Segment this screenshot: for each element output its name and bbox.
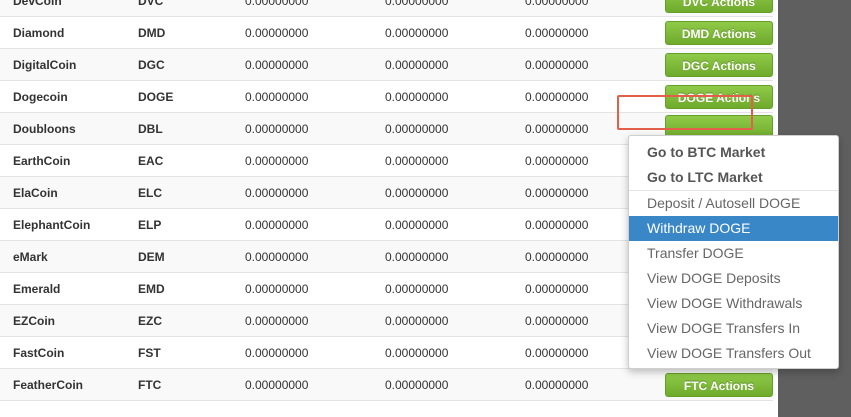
menu-item[interactable]: View DOGE Transfers Out — [647, 345, 811, 361]
balance-value: 0.00000000 — [385, 304, 525, 337]
coin-name: eMark — [0, 240, 138, 273]
balance-value: 0.00000000 — [245, 240, 385, 273]
balance-value: 0.00000000 — [385, 112, 525, 145]
coin-name: EZCoin — [0, 304, 138, 337]
coin-name: EarthCoin — [0, 144, 138, 177]
table-row: FeatherCoin FTC 0.00000000 0.00000000 0.0000… — [0, 368, 773, 401]
table-row: EZCoin EZC 0.00000000 0.00000000 0.00000000 — [0, 304, 773, 337]
table-row: Diamond DMD 0.00000000 0.00000000 0.00000000… — [0, 16, 773, 49]
coin-code: FTC — [138, 368, 245, 401]
coin-actions-button[interactable]: DVC Actions — [665, 0, 773, 13]
balance-value: 0.00000000 — [385, 80, 525, 113]
coin-actions-button[interactable]: FTC Actions — [665, 372, 773, 397]
balance-value: 0.00000000 — [245, 272, 385, 305]
balance-value: 0.00000000 — [245, 80, 385, 113]
menu-divider — [629, 190, 838, 191]
coin-code: DEM — [138, 240, 245, 273]
coin-actions-button[interactable]: DGC Actions — [665, 52, 773, 77]
balance-value: 0.00000000 — [245, 304, 385, 337]
balance-value: 0.00000000 — [525, 48, 665, 81]
balance-value: 0.00000000 — [385, 48, 525, 81]
coin-code: FST — [138, 336, 245, 369]
coin-name: Emerald — [0, 272, 138, 305]
coin-actions-button[interactable]: DMD Actions — [665, 20, 773, 45]
coin-name: Dogecoin — [0, 80, 138, 113]
table-row: DigitalCoin DGC 0.00000000 0.00000000 0.0000… — [0, 48, 773, 81]
doge-actions-menu: Go to BTC Market Go to LTC Market Deposit … — [628, 135, 839, 369]
balance-value: 0.00000000 — [245, 16, 385, 49]
coin-name: FastCoin — [0, 336, 138, 369]
coin-code: EZC — [138, 304, 245, 337]
coin-code: EMD — [138, 272, 245, 305]
actions-cell: DMD Actions — [665, 16, 773, 49]
balance-value: 0.00000000 — [245, 48, 385, 81]
coin-name: DevCoin — [0, 0, 138, 17]
balance-value: 0.00000000 — [245, 176, 385, 209]
coin-name: Diamond — [0, 16, 138, 49]
menu-item[interactable]: View DOGE Transfers In — [647, 320, 801, 336]
balance-value: 0.00000000 — [385, 368, 525, 401]
balance-value: 0.00000000 — [385, 0, 525, 17]
menu-item[interactable]: Go to LTC Market — [647, 169, 763, 185]
balance-value: 0.00000000 — [245, 112, 385, 145]
coin-code: DBL — [138, 112, 245, 145]
coin-name: FeatherCoin — [0, 368, 138, 401]
balance-value: 0.00000000 — [385, 272, 525, 305]
balance-value: 0.00000000 — [385, 16, 525, 49]
coin-name: Doubloons — [0, 112, 138, 145]
balance-value: 0.00000000 — [245, 208, 385, 241]
coin-code: DVC — [138, 0, 245, 17]
balance-value: 0.00000000 — [385, 144, 525, 177]
coin-name: ElephantCoin — [0, 208, 138, 241]
coin-code: ELC — [138, 176, 245, 209]
menu-item[interactable]: View DOGE Deposits — [647, 270, 781, 286]
balance-value: 0.00000000 — [385, 176, 525, 209]
coin-code: DGC — [138, 48, 245, 81]
annotation-highlight-box — [617, 95, 753, 130]
balance-value: 0.00000000 — [385, 240, 525, 273]
coin-code: EAC — [138, 144, 245, 177]
menu-item[interactable]: Transfer DOGE — [647, 245, 744, 261]
balance-value: 0.00000000 — [245, 368, 385, 401]
menu-item[interactable]: View DOGE Withdrawals — [647, 295, 803, 311]
table-row: Doubloons DBL 0.00000000 0.00000000 0.000000… — [0, 112, 773, 145]
balance-value: 0.00000000 — [385, 336, 525, 369]
menu-item[interactable]: Deposit / Autosell DOGE — [647, 195, 801, 211]
actions-cell: DVC Actions — [665, 0, 773, 17]
balance-value: 0.00000000 — [525, 368, 665, 401]
balance-value: 0.00000000 — [245, 144, 385, 177]
coin-code: ELP — [138, 208, 245, 241]
coin-name: DigitalCoin — [0, 48, 138, 81]
coin-code: DMD — [138, 16, 245, 49]
table-row: DevCoin DVC 0.00000000 0.00000000 0.00000000… — [0, 0, 773, 17]
menu-item[interactable]: Go to BTC Market — [647, 144, 766, 160]
balance-value: 0.00000000 — [385, 208, 525, 241]
balance-value: 0.00000000 — [525, 16, 665, 49]
balance-value: 0.00000000 — [245, 336, 385, 369]
coin-code: DOGE — [138, 80, 245, 113]
coin-name: ElaCoin — [0, 176, 138, 209]
balance-value: 0.00000000 — [525, 0, 665, 17]
balance-value: 0.00000000 — [245, 0, 385, 17]
menu-item[interactable]: Withdraw DOGE — [629, 216, 838, 241]
actions-cell: FTC Actions — [665, 368, 773, 401]
actions-cell: DGC Actions — [665, 48, 773, 81]
